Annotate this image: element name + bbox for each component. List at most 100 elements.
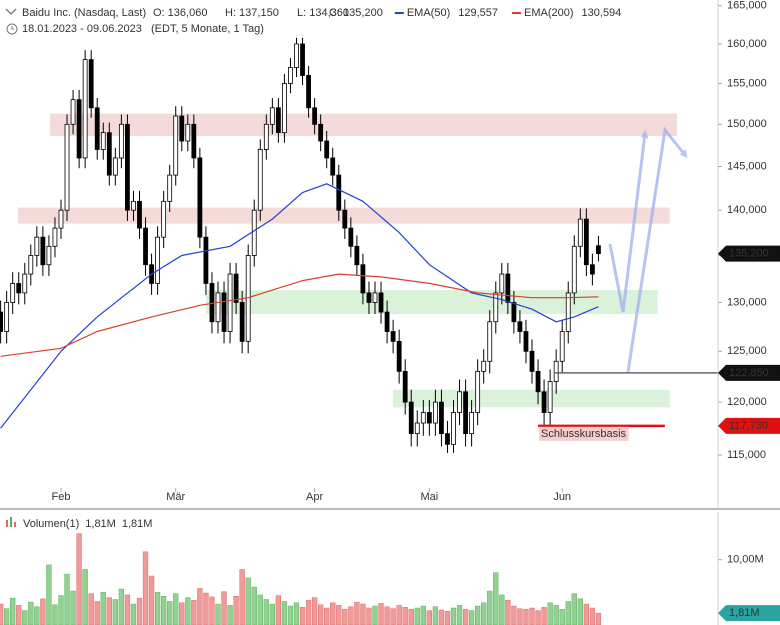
volume-bar <box>52 604 58 625</box>
volume-bar <box>456 605 463 625</box>
candle-body <box>306 75 311 109</box>
volume-bar <box>3 608 10 625</box>
candle-body <box>517 321 523 332</box>
volume-bar <box>378 603 384 625</box>
volume-bar <box>330 602 336 625</box>
volume-last-label: 1,81M <box>729 607 760 619</box>
candle-body <box>432 401 438 424</box>
volume-bar <box>154 592 161 625</box>
zones <box>18 113 677 408</box>
candle-body <box>52 227 58 247</box>
ema-line <box>0 273 599 357</box>
candle-body <box>76 99 82 159</box>
candle-body <box>221 292 227 332</box>
candle-body <box>445 433 450 445</box>
volume-bar <box>535 610 541 625</box>
y-tick-label: 115,000 <box>727 449 766 461</box>
candle-body <box>34 236 40 256</box>
candle-body <box>354 245 360 266</box>
candle-body <box>463 391 468 435</box>
candle-body <box>197 157 203 238</box>
candle-body <box>203 236 209 284</box>
volume-bar <box>468 610 475 625</box>
candle-body <box>396 340 402 372</box>
candle-body <box>82 59 88 159</box>
legend-value: 130,594 <box>582 7 622 19</box>
candle-body <box>179 115 185 142</box>
volume-bar <box>197 588 203 625</box>
candle-body <box>348 227 354 247</box>
volume-bar <box>82 569 88 625</box>
candle-body <box>161 200 167 238</box>
volume-bar <box>28 601 34 625</box>
volume-bar <box>227 605 233 625</box>
candle-body <box>312 107 318 125</box>
candle-body <box>457 391 462 413</box>
last-price-label: 135,200 <box>729 248 769 260</box>
volume-bar <box>46 564 52 625</box>
candle-body <box>378 292 384 313</box>
volume-bar <box>94 601 100 625</box>
volume-bar <box>414 607 420 625</box>
volume-bar <box>106 597 112 625</box>
candle-body <box>112 157 118 176</box>
volume-bar <box>444 611 451 625</box>
y-tick-label: 160,000 <box>727 38 767 50</box>
candle-body <box>125 123 130 211</box>
volume-bar <box>275 595 282 625</box>
volume-bar <box>0 603 4 625</box>
volume-bar <box>167 601 173 625</box>
volume-bar <box>342 609 348 625</box>
volume-bar <box>565 601 571 625</box>
volume-bar <box>299 607 306 625</box>
volume-legend-value: 1,81M <box>122 518 153 530</box>
level-box <box>718 364 780 381</box>
candle-body <box>40 236 46 266</box>
volume-legend-value: 1,81M <box>85 518 116 530</box>
candle-body <box>173 115 179 176</box>
volume-bar <box>130 603 137 625</box>
candle-body <box>28 255 34 275</box>
clock-icon <box>6 23 18 35</box>
candle-body <box>233 273 239 303</box>
zone <box>205 290 658 315</box>
volume-bar <box>529 607 535 625</box>
projection-arrow <box>608 130 649 313</box>
candle-body <box>469 412 475 435</box>
volume-bar <box>366 607 372 625</box>
volume-bar <box>142 551 149 625</box>
y-tick-label: 10,00M <box>727 554 764 566</box>
candle-body <box>227 273 233 332</box>
zone <box>50 113 677 136</box>
volume-bar <box>233 596 239 625</box>
volume-bar <box>426 610 433 625</box>
candle-body <box>46 245 52 266</box>
level-label: 117,730 <box>729 420 768 432</box>
candle-body <box>511 302 517 323</box>
candle-body <box>118 123 124 159</box>
candle-body <box>487 321 493 362</box>
candle-body <box>94 107 100 150</box>
candle-body <box>372 292 378 303</box>
subtitle: 18.01.2023 - 09.06.2023 <box>22 23 142 35</box>
volume-icon <box>6 520 8 527</box>
x-tick-label: Jun <box>553 491 571 503</box>
volume-legend-name: Volumen(1) <box>23 518 79 530</box>
volume-bar <box>269 603 275 625</box>
volume-bar <box>136 597 143 625</box>
volume-bar <box>185 597 191 625</box>
candle-body <box>402 370 408 403</box>
candle-body <box>414 422 420 435</box>
annotation: Schlusskursbasis <box>541 428 626 440</box>
volume-bar <box>100 592 106 625</box>
volume-bar <box>583 603 590 625</box>
candle-body <box>596 245 601 255</box>
candle-body <box>499 273 505 294</box>
volume-bar <box>438 609 445 625</box>
candle-body <box>288 67 293 84</box>
y-tick-label: 155,000 <box>727 77 767 89</box>
volume-bar <box>571 593 577 625</box>
volume-bar <box>34 606 40 625</box>
level-box <box>718 417 780 434</box>
